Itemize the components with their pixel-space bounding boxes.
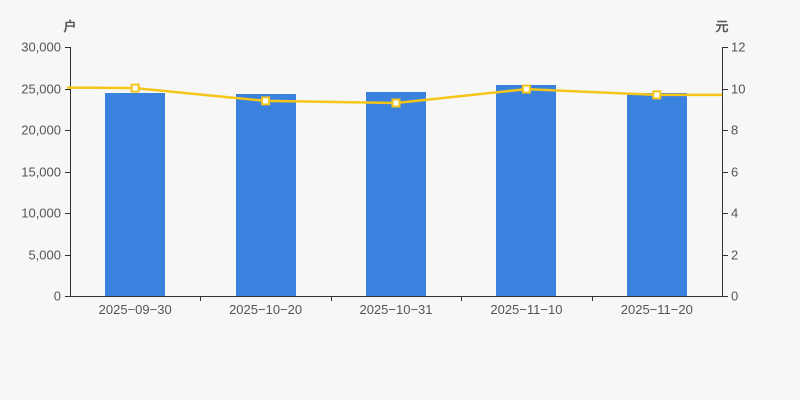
line-series-markers — [130, 83, 662, 108]
line-marker[interactable] — [391, 98, 401, 108]
right-axis-tick — [723, 213, 728, 214]
x-axis-line — [70, 296, 723, 297]
right-axis-tick-label: 4 — [731, 205, 739, 221]
left-axis-tick-label: 10,000 — [21, 205, 61, 221]
left-axis-tick — [65, 296, 70, 297]
right-axis-tick — [723, 88, 728, 90]
left-axis-tick-label: 0 — [53, 288, 61, 304]
x-axis-category-label: 2025−09−30 — [98, 302, 172, 317]
left-axis-tick — [65, 130, 70, 131]
x-axis-category-label: 2025−11−20 — [620, 302, 693, 317]
bar[interactable] — [366, 91, 426, 296]
bar[interactable] — [105, 92, 166, 296]
line-series-path — [66, 86, 723, 105]
left-axis-tick-label: 20,000 — [21, 122, 61, 138]
bar[interactable] — [235, 94, 296, 296]
right-axis-unit-label: 元 — [715, 19, 729, 34]
left-axis-tick-label: 5,000 — [28, 247, 61, 262]
x-axis-category-label: 2025−10−31 — [359, 302, 433, 317]
left-axis-unit-label: 户 — [63, 19, 77, 34]
bar[interactable] — [496, 85, 557, 296]
right-axis-tick-label: 12 — [731, 39, 746, 55]
left-axis-tick — [65, 47, 70, 48]
x-axis-tick — [200, 296, 202, 301]
line-marker[interactable] — [130, 83, 140, 93]
x-axis-tick — [461, 296, 463, 301]
right-axis-tick — [723, 47, 728, 48]
left-axis-tick-label: 25,000 — [21, 81, 61, 96]
right-axis-tick — [723, 171, 728, 173]
right-axis-tick-label: 2 — [731, 247, 739, 262]
right-axis-line — [722, 47, 723, 296]
x-axis-category-label: 2025−11−10 — [490, 302, 563, 317]
line-marker[interactable] — [652, 90, 662, 100]
left-axis-line — [70, 47, 71, 296]
left-axis-tick-label: 15,000 — [21, 164, 61, 179]
line-marker[interactable] — [261, 96, 271, 106]
bar[interactable] — [626, 92, 687, 296]
left-axis-tick — [65, 254, 70, 256]
left-axis-tick — [65, 213, 70, 214]
x-axis-category-label: 2025−10−20 — [229, 302, 303, 317]
x-axis-tick — [591, 296, 593, 301]
left-axis-tick-label: 30,000 — [21, 39, 61, 55]
right-axis-tick-label: 10 — [731, 81, 746, 96]
line-marker[interactable] — [521, 84, 531, 94]
right-axis-tick — [723, 130, 728, 131]
right-axis-tick-label: 6 — [731, 164, 739, 179]
right-axis-tick — [723, 254, 728, 256]
x-axis-tick — [330, 296, 332, 301]
left-axis-tick — [65, 88, 70, 90]
right-axis-tick-label: 8 — [731, 122, 739, 138]
right-axis-tick-label: 0 — [731, 288, 739, 304]
left-axis-tick — [65, 171, 70, 173]
right-axis-tick — [723, 296, 728, 297]
